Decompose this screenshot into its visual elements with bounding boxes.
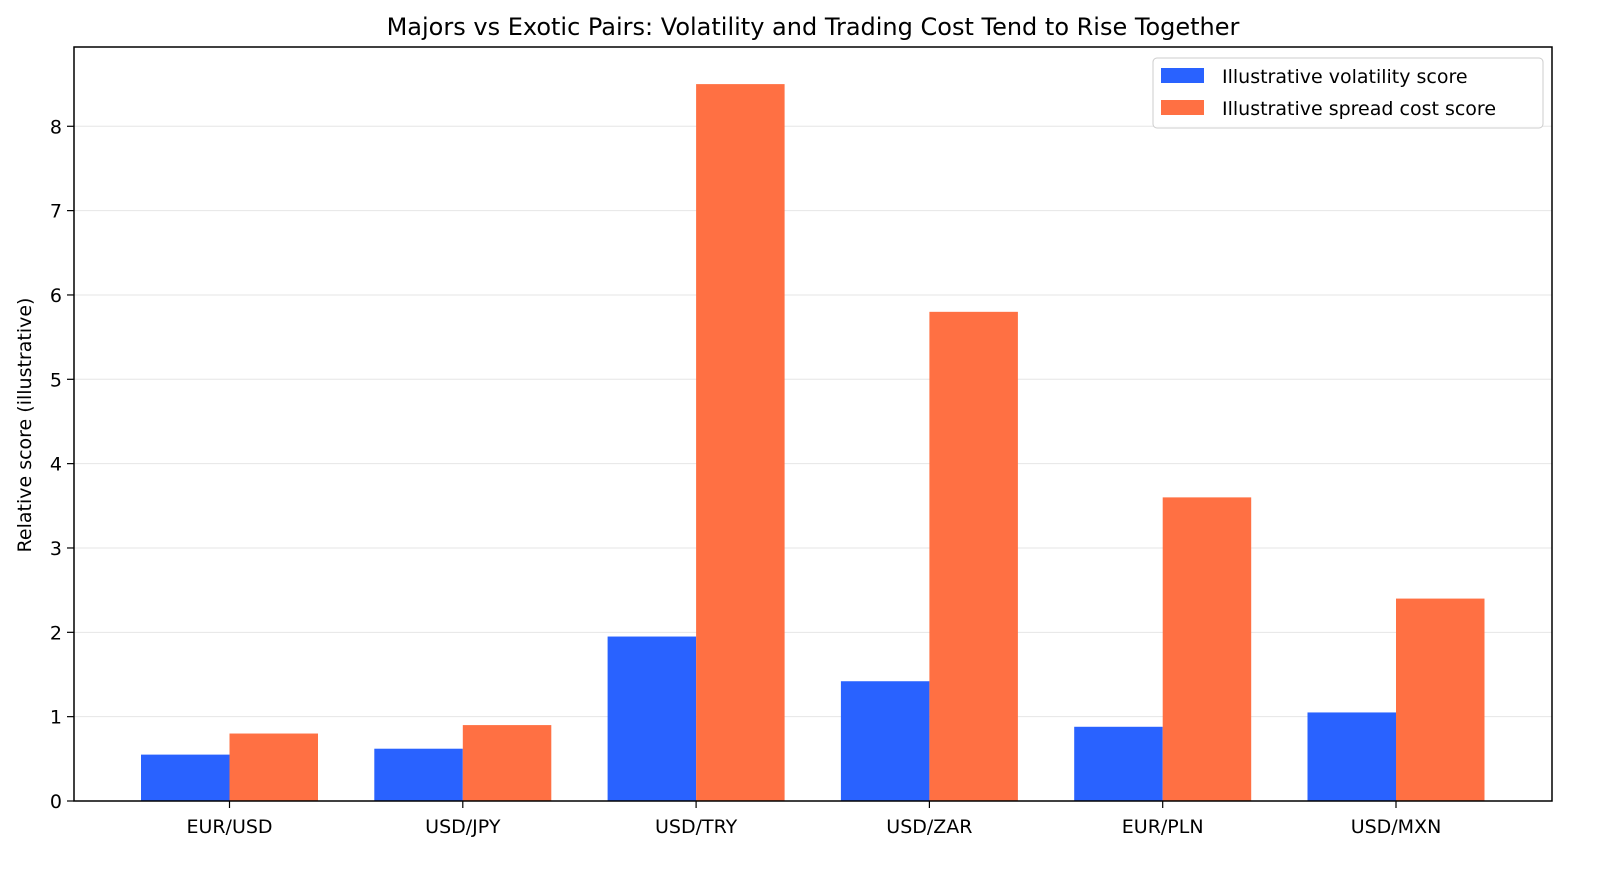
legend: Illustrative volatility score Illustrativ… [1152, 57, 1544, 129]
bar-volatility [141, 754, 230, 801]
x-tick-label: USD/ZAR [886, 816, 972, 838]
x-tick-label: EUR/PLN [1122, 816, 1204, 838]
y-tick-label: 0 [50, 791, 62, 813]
y-axis-label: Relative score (illustrative) [14, 298, 36, 553]
y-tick-label: 1 [50, 707, 62, 729]
y-axis: 0 1 2 3 4 5 6 7 8 [50, 116, 74, 813]
plot-frame [73, 46, 1553, 802]
y-tick-label: 2 [50, 622, 62, 644]
y-tick-label: 4 [50, 454, 62, 476]
bar-spread-cost [462, 725, 552, 801]
x-axis: EUR/USD USD/JPY USD/TRY USD/ZAR EUR/PLN USD/M… [186, 801, 1441, 838]
bar-spread-cost [929, 311, 1018, 801]
legend-box [1152, 57, 1544, 129]
chart-title: Majors vs Exotic Pairs: Volatility and T… [387, 13, 1240, 41]
bars [141, 84, 1485, 801]
y-tick-label: 6 [50, 285, 62, 307]
bar-volatility [1074, 726, 1163, 801]
x-tick-label: USD/JPY [425, 816, 501, 838]
bar-spread-cost [1396, 598, 1485, 801]
bar-volatility [374, 748, 463, 801]
legend-swatch [1161, 68, 1204, 83]
y-tick-label: 7 [50, 201, 62, 223]
legend-label: Illustrative spread cost score [1222, 98, 1496, 120]
x-tick-label: USD/TRY [655, 816, 738, 838]
bar-spread-cost [229, 733, 318, 801]
y-tick-label: 5 [50, 369, 62, 391]
bar-volatility [607, 636, 697, 801]
y-tick-label: 3 [50, 538, 62, 560]
y-tick-label: 8 [50, 116, 62, 138]
x-tick-label: EUR/USD [186, 816, 272, 838]
bar-spread-cost [1162, 497, 1252, 801]
grid-lines [74, 125, 1552, 718]
x-tick-label: USD/MXN [1351, 816, 1442, 838]
legend-label: Illustrative volatility score [1222, 66, 1468, 88]
bar-volatility [1307, 712, 1396, 801]
bar-volatility [840, 681, 930, 801]
bar-spread-cost [696, 84, 785, 801]
legend-swatch [1161, 100, 1204, 115]
